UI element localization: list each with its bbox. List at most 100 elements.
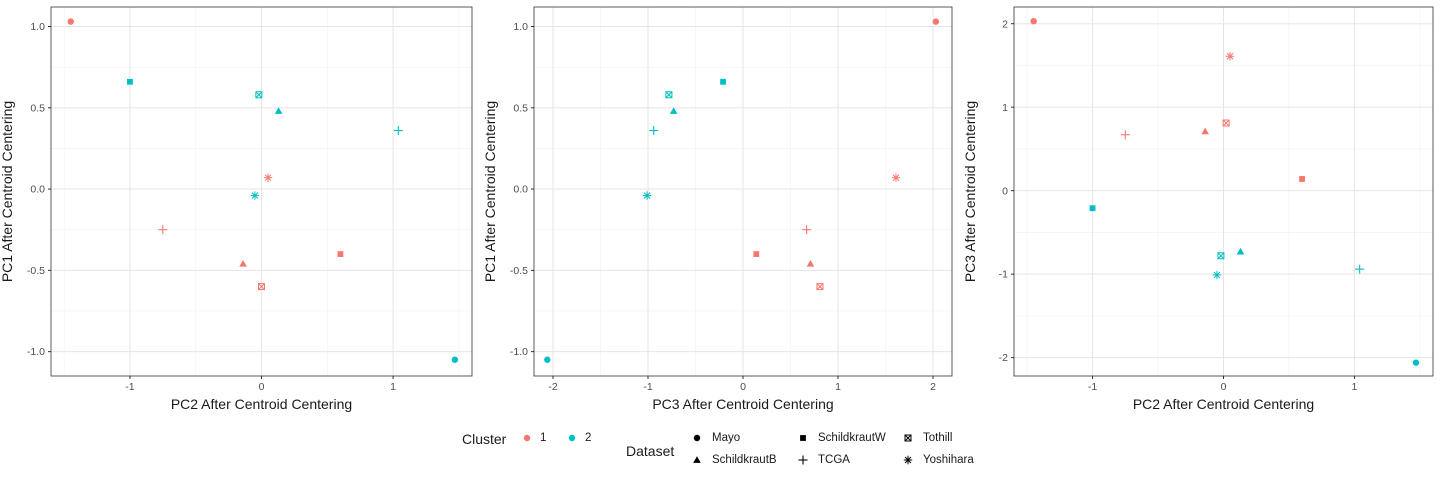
y-tick-label: 0.0 — [30, 184, 45, 196]
legend-dataset-title: Dataset — [626, 443, 675, 459]
legend-key-triangle — [693, 456, 701, 463]
cluster-1-swatch — [523, 434, 531, 442]
y-tick-label: 0 — [1002, 185, 1008, 197]
x-tick-label: 1 — [1352, 381, 1358, 393]
y-axis-label: PC1 After Centroid Centering — [482, 101, 498, 282]
point-tcga-cluster-2 — [649, 126, 659, 136]
legend-dataset-tothill: Tothill — [901, 432, 952, 444]
point-tcga-cluster-2 — [393, 126, 403, 136]
x-axis-label: PC2 After Centroid Centering — [1133, 396, 1314, 412]
point-schildkrautw-cluster-2 — [720, 78, 726, 85]
scatter-panel-1: -1 0 1 -1.0 -0.5 0.0 0.5 1.0 PC2 After Centroid … — [0, 6, 473, 412]
point-schildkrautw-cluster-2 — [1089, 205, 1096, 212]
point-tcga-cluster-1 — [1120, 130, 1130, 140]
scatter-plot-panels: -1 0 1 -1.0 -0.5 0.0 0.5 1.0 PC2 After Centroid … — [0, 6, 1434, 412]
x-tick-label: 1 — [390, 381, 396, 393]
point-schildkrautb-cluster-1 — [806, 260, 815, 267]
legend-key-square-x — [904, 434, 912, 442]
legend-dataset-yoshihara: Yoshihara — [901, 454, 974, 466]
legend-dataset-mayo: Mayo — [690, 432, 740, 444]
point-tothill-cluster-2 — [665, 91, 673, 99]
legend-dataset-label: Yoshihara — [923, 454, 974, 466]
x-tick-label: 1 — [835, 381, 841, 393]
legend-cluster-1: 1 — [522, 432, 546, 444]
point-tcga-cluster-1 — [802, 225, 812, 235]
point-yoshihara-cluster-2 — [1212, 270, 1222, 280]
y-tick-label: -1.0 — [510, 346, 528, 358]
x-tick-label: 0 — [1221, 381, 1227, 393]
legend-key-asterisk — [903, 455, 913, 465]
panel-border — [50, 6, 473, 377]
legend-cluster-2-label: 2 — [585, 432, 592, 444]
y-tick-label: 1.0 — [513, 21, 528, 33]
point-tothill-cluster-1 — [816, 283, 824, 291]
legend-dataset-label: SchildkrautW — [818, 432, 886, 444]
point-tothill-cluster-2 — [255, 91, 263, 99]
x-tick-label: 0 — [740, 381, 746, 393]
plus-icon — [798, 455, 808, 465]
circle-icon — [693, 434, 701, 442]
point-yoshihara-cluster-1 — [263, 173, 273, 182]
point-tcga-cluster-2 — [1355, 264, 1365, 274]
legend-dataset-tcga: TCGA — [796, 454, 850, 466]
panel-border — [1013, 6, 1434, 377]
square-x-icon — [904, 434, 912, 442]
point-schildkrautb-cluster-2 — [669, 107, 678, 114]
point-mayo-cluster-1 — [67, 18, 74, 25]
x-tick-label: 2 — [930, 381, 936, 393]
legend-dataset-label: TCGA — [818, 454, 850, 466]
point-yoshihara-cluster-2 — [642, 191, 652, 200]
point-schildkrautb-cluster-1 — [1201, 127, 1209, 135]
point-mayo-cluster-2 — [1412, 359, 1420, 366]
x-tick-label: -1 — [125, 381, 134, 393]
y-tick-label: 1.0 — [30, 21, 45, 33]
point-mayo-cluster-1 — [1030, 17, 1037, 25]
point-tothill-cluster-2 — [1217, 252, 1225, 260]
legend-key-square — [800, 435, 806, 441]
scatter-panel-2: -2 -1 0 1 2 -1.0 -0.5 0.0 0.5 1.0 PC3 After Centro… — [482, 6, 953, 412]
legend-cluster-1-label: 1 — [540, 432, 547, 444]
point-mayo-cluster-1 — [932, 18, 940, 25]
point-mayo-cluster-2 — [544, 356, 551, 363]
y-tick-label: 0.5 — [30, 102, 45, 114]
legend-dataset-label: Mayo — [712, 432, 741, 444]
scatter-panel-3: -1 0 1 -2 -1 0 1 2 PC2 After Centroid Centering P… — [962, 6, 1434, 412]
point-schildkrautw-cluster-1 — [337, 251, 344, 257]
legend-dataset-schildkrautb: SchildkrautB — [690, 454, 777, 466]
legend-dataset-label: SchildkrautB — [712, 454, 777, 466]
x-tick-label: -1 — [1088, 381, 1097, 393]
x-axis-label: PC3 After Centroid Centering — [652, 396, 833, 412]
point-schildkrautb-cluster-2 — [1236, 247, 1245, 255]
point-mayo-cluster-2 — [451, 356, 459, 363]
point-schildkrautw-cluster-1 — [753, 251, 760, 257]
y-tick-label: 0.0 — [513, 184, 528, 196]
point-tothill-cluster-1 — [1222, 119, 1230, 127]
x-tick-label: -2 — [548, 381, 557, 393]
y-axis-label: PC3 After Centroid Centering — [962, 101, 978, 282]
cluster-2-swatch — [568, 434, 576, 442]
square-icon — [800, 435, 806, 441]
panel-border — [533, 6, 953, 377]
x-tick-label: -1 — [643, 381, 652, 393]
point-yoshihara-cluster-1 — [1225, 52, 1235, 61]
y-axis-label: PC1 After Centroid Centering — [0, 101, 15, 282]
y-tick-label: -1 — [999, 269, 1008, 281]
y-tick-label: 1 — [1002, 102, 1008, 114]
y-tick-label: -0.5 — [510, 265, 528, 277]
y-tick-label: -0.5 — [27, 265, 45, 277]
legend-key-circle — [693, 434, 701, 442]
point-schildkrautb-cluster-1 — [239, 260, 247, 267]
triangle-icon — [693, 456, 701, 463]
legend: Cluster 1 2 Dataset Mayo SchildkrautB Schi… — [0, 426, 1440, 474]
y-tick-label: 2 — [1002, 18, 1008, 30]
point-schildkrautb-cluster-2 — [274, 107, 283, 114]
x-axis-label: PC2 After Centroid Centering — [171, 396, 352, 412]
point-schildkrautw-cluster-2 — [127, 78, 133, 85]
legend-cluster-2: 2 — [567, 432, 591, 444]
y-tick-label: 0.5 — [513, 102, 528, 114]
y-tick-label: -1.0 — [27, 346, 45, 358]
legend-key-plus — [798, 455, 808, 465]
legend-cluster-title: Cluster — [462, 431, 507, 447]
x-tick-label: 0 — [259, 381, 265, 393]
point-yoshihara-cluster-2 — [250, 191, 260, 200]
